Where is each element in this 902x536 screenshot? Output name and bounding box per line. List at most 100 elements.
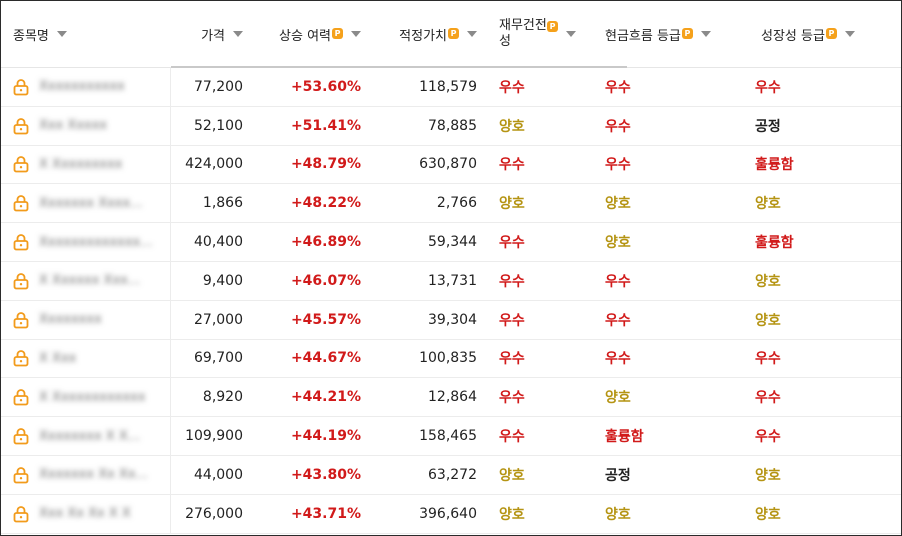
col-header-fair-value[interactable]: 적정가치 P	[369, 1, 485, 67]
fair-value-cell: 396,640	[419, 505, 477, 522]
lock-icon	[13, 272, 29, 290]
stock-name-cell[interactable]: Xxxxxxxxxxxxx...	[1, 223, 171, 261]
lock-icon	[13, 505, 29, 523]
stock-name-cell[interactable]: Xxx Xxxxx	[1, 106, 171, 145]
stock-name-cell[interactable]: Xxxxxxx Xx Xx...	[1, 455, 171, 494]
grade-label: 양호	[499, 467, 525, 484]
upside-cell: +53.60%	[290, 78, 361, 95]
grade-label: 양호	[755, 312, 781, 329]
col-header-price-label: 가격	[201, 28, 225, 44]
price-cell: 52,100	[194, 117, 243, 134]
price-cell: 109,900	[185, 428, 243, 445]
grade-label: 우수	[499, 390, 525, 407]
price-cell: 9,400	[202, 272, 243, 289]
growth-grade-cell: 훌륭함	[749, 146, 901, 184]
table-row[interactable]: Xxxxxxx Xx Xx... 44,000 +43.80% 63,272 양호 공정 양…	[1, 455, 901, 495]
table-row[interactable]: Xxx Xx Xx X X 276,000 +43.71% 396,640 양호 양호 양호	[1, 494, 901, 534]
growth-grade-cell: 공정	[749, 107, 901, 145]
stock-name-cell[interactable]: Xxxxxxxx X X...	[1, 417, 171, 455]
col-header-name[interactable]: 종목명	[1, 1, 171, 67]
sort-caret-icon	[467, 31, 477, 37]
grade-label: 우수	[605, 351, 631, 368]
growth-grade-cell: 양호	[749, 456, 901, 494]
col-header-growth[interactable]: 성장성 등급 P	[749, 1, 901, 67]
stock-name: Xxxxxxxx	[39, 312, 102, 328]
table-row[interactable]: X Xxxxxxxxxxxx 8,920 +44.21% 12,864 우수 양호 우수	[1, 378, 901, 418]
cashflow-grade-cell: 우수	[601, 146, 749, 184]
stock-name-cell[interactable]: X Xxx	[1, 339, 171, 378]
table-row[interactable]: Xxxxxxx Xxxx... 1,866 +48.22% 2,766 양호 양호 양호	[1, 184, 901, 224]
price-cell: 1,866	[202, 195, 243, 212]
col-header-growth-label: 성장성 등급	[761, 28, 825, 44]
fair-value-cell: 2,766	[436, 195, 477, 212]
col-header-cashflow-label: 현금흐름 등급	[605, 28, 681, 44]
upside-cell: +48.22%	[290, 195, 361, 212]
grade-label: 우수	[605, 273, 631, 290]
fair-value-cell: 59,344	[428, 234, 477, 251]
stock-name-cell[interactable]: Xxxxxxx Xxxx...	[1, 184, 171, 223]
table-row[interactable]: Xxxxxxxxxxx 77,200 +53.60% 118,579 우수 우수 우수	[1, 68, 901, 107]
premium-badge-icon: P	[547, 20, 558, 32]
grade-label: 우수	[499, 429, 525, 446]
grade-label: 양호	[755, 467, 781, 484]
grade-label: 훌륭함	[755, 157, 794, 174]
upside-cell: +46.89%	[290, 234, 361, 251]
fair-value-cell: 13,731	[428, 272, 477, 289]
stock-name-cell[interactable]: Xxx Xx Xx X X	[1, 494, 171, 533]
cashflow-grade-cell: 우수	[601, 340, 749, 378]
table-row[interactable]: X Xxxxxx Xxx... 9,400 +46.07% 13,731 우수 우수 양호	[1, 261, 901, 301]
table-row[interactable]: Xxxxxxxx X X... 109,900 +44.19% 158,465 우수 훌륭…	[1, 417, 901, 456]
price-cell: 276,000	[185, 505, 243, 522]
fair-value-cell: 12,864	[428, 389, 477, 406]
financial-grade-cell: 우수	[485, 301, 601, 339]
sort-caret-icon	[566, 31, 576, 37]
sort-caret-icon	[56, 31, 67, 37]
upside-cell: +44.19%	[290, 428, 361, 445]
grade-label: 훌륭함	[605, 429, 644, 446]
cashflow-grade-cell: 양호	[601, 184, 749, 222]
table-row[interactable]: Xxxxxxxx 27,000 +45.57% 39,304 우수 우수 양호	[1, 300, 901, 340]
lock-icon	[13, 428, 29, 445]
grade-label: 우수	[499, 157, 525, 174]
upside-cell: +44.67%	[290, 350, 361, 367]
growth-grade-cell: 양호	[749, 495, 901, 533]
stock-name-cell[interactable]: X Xxxxxx Xxx...	[1, 261, 171, 300]
stock-name-cell[interactable]: X Xxxxxxxxxxxx	[1, 378, 171, 417]
lock-icon	[13, 350, 29, 367]
table-row[interactable]: Xxxxxxxxxxxxx... 40,400 +46.89% 59,344 우수 양호 훌…	[1, 223, 901, 262]
lock-icon	[13, 156, 29, 173]
premium-badge-icon: P	[332, 27, 343, 39]
table-row[interactable]: X Xxxxxxxxx 424,000 +48.79% 630,870 우수 우수 훌륭함	[1, 145, 901, 185]
stock-name-cell[interactable]: Xxxxxxxx	[1, 300, 171, 339]
growth-grade-cell: 양호	[749, 184, 901, 222]
price-cell: 8,920	[202, 389, 243, 406]
col-header-financial-health-label: 재무건전성	[499, 18, 547, 49]
stock-name-cell[interactable]: X Xxxxxxxxx	[1, 145, 171, 184]
price-cell: 27,000	[194, 311, 243, 328]
cashflow-grade-cell: 우수	[601, 68, 749, 106]
col-header-price[interactable]: 가격	[171, 1, 251, 67]
cashflow-grade-cell: 양호	[601, 223, 749, 261]
col-header-upside[interactable]: 상승 여력 P	[251, 1, 369, 67]
fair-value-cell: 158,465	[419, 428, 477, 445]
growth-grade-cell: 양호	[749, 301, 901, 339]
upside-cell: +45.57%	[290, 311, 361, 328]
financial-grade-cell: 양호	[485, 456, 601, 494]
table-row[interactable]: Xxx Xxxxx 52,100 +51.41% 78,885 양호 우수 공정	[1, 106, 901, 146]
grade-label: 우수	[605, 79, 631, 96]
grade-label: 우수	[755, 390, 781, 407]
table-body: Xxxxxxxxxxx 77,200 +53.60% 118,579 우수 우수 우수 Xxx…	[1, 68, 901, 534]
fair-value-cell: 39,304	[428, 311, 477, 328]
stock-name: Xxxxxxxxxxxxx...	[39, 234, 153, 250]
stock-name-cell[interactable]: Xxxxxxxxxxx	[1, 68, 171, 106]
col-header-cashflow[interactable]: 현금흐름 등급 P	[601, 1, 749, 67]
col-header-financial-health[interactable]: 재무건전성 P	[485, 1, 601, 67]
financial-grade-cell: 우수	[485, 68, 601, 106]
lock-icon	[13, 195, 29, 212]
col-header-fair-value-label: 적정가치	[399, 28, 447, 44]
upside-cell: +48.79%	[290, 156, 361, 173]
table-row[interactable]: X Xxx 69,700 +44.67% 100,835 우수 우수 우수	[1, 339, 901, 379]
lock-icon	[13, 79, 29, 96]
premium-badge-icon: P	[448, 27, 459, 39]
growth-grade-cell: 우수	[749, 340, 901, 378]
